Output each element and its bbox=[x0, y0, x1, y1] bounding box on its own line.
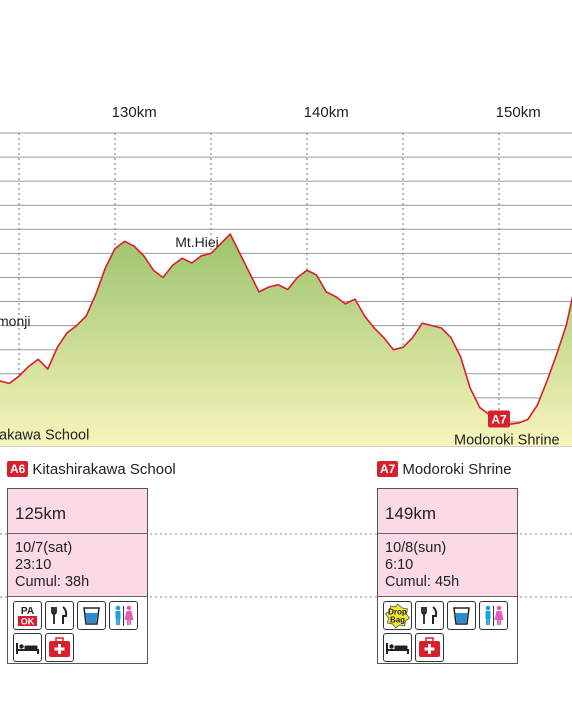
aid-station-name: Modoroki Shrine bbox=[402, 461, 512, 478]
x-tick-labels: 130km 140km 150km bbox=[112, 104, 541, 121]
svg-text:A7: A7 bbox=[491, 413, 507, 427]
sleep-bed-icon bbox=[13, 633, 42, 662]
aid-cumulative: Cumul: 45h bbox=[385, 574, 460, 590]
aid-card-a7: 149km 10/8(sun) 6:10 Cumul: 45h Drop Bag bbox=[377, 488, 518, 664]
svg-text:Drop: Drop bbox=[388, 608, 407, 617]
drop-bag-icon: Drop Bag bbox=[383, 601, 412, 630]
aid-cumulative: Cumul: 38h bbox=[15, 574, 90, 590]
aid-date: 10/7(sat) bbox=[15, 540, 73, 556]
pa-ok-icon: PA OK bbox=[13, 601, 42, 630]
aid-card-a6: 125km 10/7(sat) 23:10 Cumul: 38h PA OK bbox=[7, 488, 148, 664]
aid-time: 6:10 bbox=[385, 557, 414, 573]
elevation-area bbox=[0, 234, 572, 446]
x-tick-label: 150km bbox=[496, 104, 541, 121]
first-aid-icon bbox=[415, 633, 444, 662]
annotation-monji: monji bbox=[0, 313, 30, 329]
aid-marker-a7: A7 bbox=[488, 410, 510, 428]
aid-distance: 125km bbox=[8, 489, 147, 534]
marker-name-modoroki: Modoroki Shrine bbox=[454, 433, 560, 449]
aid-badge-a6: A6 bbox=[7, 461, 29, 477]
aid-schedule: 10/8(sun) 6:10 Cumul: 45h bbox=[378, 534, 517, 597]
aid-services: Drop Bag bbox=[378, 597, 517, 663]
marker-name-kitashirakawa: Kitashirakawa School bbox=[0, 427, 89, 443]
aid-markers: A6A7 bbox=[488, 410, 510, 428]
aid-date: 10/8(sun) bbox=[385, 540, 447, 556]
annotation-mt-hiei: Mt.Hiei bbox=[175, 234, 219, 250]
aid-schedule: 10/7(sat) 23:10 Cumul: 38h bbox=[8, 534, 147, 597]
restroom-icon bbox=[109, 601, 138, 630]
first-aid-icon bbox=[45, 633, 74, 662]
aid-time: 23:10 bbox=[15, 557, 52, 573]
aid-services: PA OK bbox=[8, 597, 147, 663]
x-tick-label: 140km bbox=[304, 104, 349, 121]
x-tick-label: 130km bbox=[112, 104, 157, 121]
svg-text:PA: PA bbox=[21, 606, 34, 617]
aid-station-a6-heading: A6 Kitashirakawa School bbox=[7, 461, 176, 478]
water-cup-icon bbox=[447, 601, 476, 630]
svg-text:OK: OK bbox=[21, 617, 35, 627]
restroom-icon bbox=[479, 601, 508, 630]
aid-badge-a7: A7 bbox=[377, 461, 399, 477]
aid-station-a7-heading: A7 Modoroki Shrine bbox=[377, 461, 512, 478]
aid-distance: 149km bbox=[378, 489, 517, 534]
meal-icon bbox=[415, 601, 444, 630]
svg-text:Bag: Bag bbox=[390, 616, 405, 625]
aid-station-name: Kitashirakawa School bbox=[32, 461, 176, 478]
sleep-bed-icon bbox=[383, 633, 412, 662]
meal-icon bbox=[45, 601, 74, 630]
elevation-line bbox=[0, 233, 572, 426]
water-cup-icon bbox=[77, 601, 106, 630]
